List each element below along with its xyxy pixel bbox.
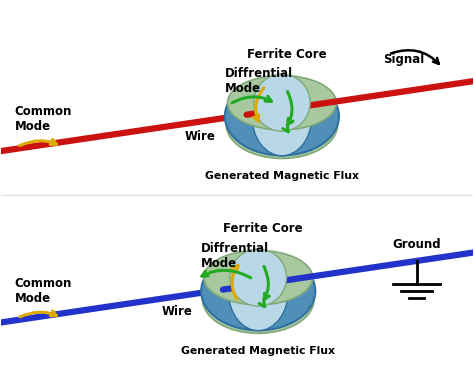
- Ellipse shape: [228, 252, 288, 331]
- Text: Signal: Signal: [383, 53, 425, 66]
- Text: Wire: Wire: [161, 305, 192, 318]
- Ellipse shape: [201, 252, 315, 330]
- Text: Common
Mode: Common Mode: [15, 277, 72, 305]
- Ellipse shape: [226, 90, 337, 158]
- Ellipse shape: [228, 76, 336, 130]
- Text: Diffrential
Mode: Diffrential Mode: [201, 241, 269, 269]
- Ellipse shape: [225, 77, 339, 155]
- Text: Wire: Wire: [185, 130, 216, 143]
- Text: Ground: Ground: [392, 238, 441, 251]
- Ellipse shape: [202, 265, 314, 333]
- Text: Ferrite Core: Ferrite Core: [247, 48, 327, 60]
- Ellipse shape: [230, 249, 286, 306]
- Text: Generated Magnetic Flux: Generated Magnetic Flux: [205, 171, 359, 181]
- Text: Generated Magnetic Flux: Generated Magnetic Flux: [181, 346, 335, 356]
- Text: Ferrite Core: Ferrite Core: [223, 222, 303, 236]
- Ellipse shape: [204, 250, 313, 305]
- Text: Diffrential
Mode: Diffrential Mode: [225, 67, 293, 95]
- Ellipse shape: [252, 77, 312, 156]
- Text: Common
Mode: Common Mode: [15, 105, 72, 133]
- Ellipse shape: [254, 74, 310, 131]
